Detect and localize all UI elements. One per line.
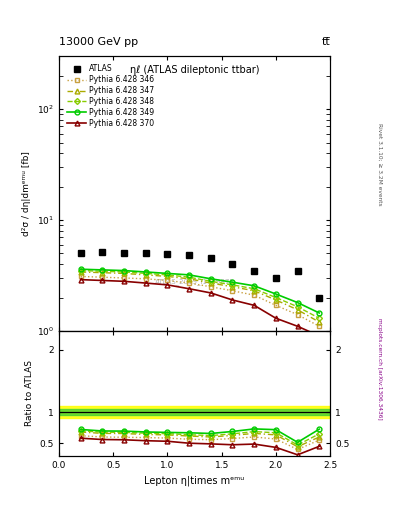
Pythia 6.428 348 — [78, 267, 83, 273]
Bar — [59, 406, 330, 418]
Pythia 6.428 347 — [100, 270, 105, 276]
Pythia 6.428 347 — [165, 273, 170, 280]
ATLAS — [187, 252, 191, 259]
Pythia 6.428 348 — [187, 274, 191, 280]
Pythia 6.428 347 — [78, 269, 83, 275]
Pythia 6.428 370 — [143, 280, 148, 286]
Pythia 6.428 349 — [252, 283, 257, 289]
ATLAS — [122, 250, 127, 256]
Pythia 6.428 347 — [252, 288, 257, 294]
Pythia 6.428 346 — [252, 292, 257, 298]
ATLAS — [274, 275, 278, 281]
Pythia 6.428 349 — [165, 270, 170, 276]
Pythia 6.428 349 — [274, 291, 278, 297]
Text: mcplots.cern.ch [arXiv:1306.3436]: mcplots.cern.ch [arXiv:1306.3436] — [377, 318, 382, 419]
Pythia 6.428 346 — [230, 288, 235, 294]
Pythia 6.428 349 — [143, 269, 148, 275]
Pythia 6.428 347 — [208, 280, 213, 286]
ATLAS — [295, 267, 300, 273]
ATLAS — [230, 261, 235, 267]
Pythia 6.428 346 — [100, 274, 105, 280]
Line: Pythia 6.428 346: Pythia 6.428 346 — [78, 274, 322, 329]
Pythia 6.428 346 — [208, 284, 213, 290]
Pythia 6.428 348 — [165, 272, 170, 278]
Pythia 6.428 348 — [252, 286, 257, 292]
Pythia 6.428 347 — [317, 319, 321, 325]
Pythia 6.428 349 — [230, 279, 235, 285]
Pythia 6.428 347 — [230, 284, 235, 290]
Pythia 6.428 347 — [187, 276, 191, 282]
Text: Rivet 3.1.10; ≥ 3.2M events: Rivet 3.1.10; ≥ 3.2M events — [377, 122, 382, 205]
Line: Pythia 6.428 348: Pythia 6.428 348 — [79, 268, 321, 321]
Pythia 6.428 346 — [317, 323, 321, 329]
Pythia 6.428 346 — [143, 276, 148, 282]
Pythia 6.428 370 — [208, 290, 213, 296]
Pythia 6.428 370 — [187, 286, 191, 292]
Pythia 6.428 370 — [252, 302, 257, 308]
Pythia 6.428 348 — [274, 294, 278, 301]
Pythia 6.428 346 — [274, 302, 278, 308]
Pythia 6.428 370 — [165, 282, 170, 288]
Pythia 6.428 346 — [78, 273, 83, 280]
ATLAS — [78, 250, 83, 257]
Text: 13000 GeV pp: 13000 GeV pp — [59, 37, 138, 47]
Pythia 6.428 349 — [295, 300, 300, 306]
Pythia 6.428 348 — [100, 268, 105, 274]
Line: Pythia 6.428 349: Pythia 6.428 349 — [78, 267, 322, 315]
Pythia 6.428 347 — [295, 307, 300, 313]
Line: Pythia 6.428 347: Pythia 6.428 347 — [78, 269, 322, 325]
Pythia 6.428 349 — [187, 272, 191, 278]
Legend: ATLAS, Pythia 6.428 346, Pythia 6.428 347, Pythia 6.428 348, Pythia 6.428 349, P: ATLAS, Pythia 6.428 346, Pythia 6.428 34… — [66, 63, 156, 130]
Pythia 6.428 348 — [295, 304, 300, 310]
Pythia 6.428 370 — [122, 278, 127, 284]
Pythia 6.428 370 — [230, 297, 235, 303]
Pythia 6.428 349 — [208, 276, 213, 282]
ATLAS — [165, 251, 170, 258]
Text: tt̅: tt̅ — [321, 37, 330, 47]
Pythia 6.428 349 — [78, 266, 83, 272]
Pythia 6.428 346 — [187, 280, 191, 286]
Pythia 6.428 348 — [317, 315, 321, 322]
Text: ηℓ (ATLAS dileptonic ttbar): ηℓ (ATLAS dileptonic ttbar) — [130, 65, 259, 75]
Pythia 6.428 370 — [78, 276, 83, 283]
Pythia 6.428 370 — [100, 278, 105, 284]
Bar — [59, 409, 330, 415]
ATLAS — [317, 294, 321, 301]
X-axis label: Lepton η|times mᵉᵐᵘ: Lepton η|times mᵉᵐᵘ — [144, 475, 245, 485]
Line: Pythia 6.428 370: Pythia 6.428 370 — [78, 277, 322, 338]
Pythia 6.428 349 — [317, 310, 321, 316]
Pythia 6.428 347 — [143, 272, 148, 278]
Text: ATLAS_2019_I1759875: ATLAS_2019_I1759875 — [155, 278, 234, 285]
Pythia 6.428 347 — [122, 270, 127, 276]
Line: ATLAS: ATLAS — [77, 249, 322, 301]
Pythia 6.428 346 — [122, 275, 127, 281]
Pythia 6.428 348 — [208, 278, 213, 284]
Pythia 6.428 370 — [274, 315, 278, 322]
Pythia 6.428 370 — [317, 333, 321, 339]
ATLAS — [143, 250, 148, 257]
Pythia 6.428 349 — [100, 267, 105, 273]
Pythia 6.428 370 — [295, 323, 300, 329]
ATLAS — [208, 255, 213, 262]
Pythia 6.428 349 — [122, 267, 127, 273]
Pythia 6.428 348 — [143, 270, 148, 276]
Pythia 6.428 348 — [122, 269, 127, 275]
Pythia 6.428 346 — [295, 312, 300, 318]
ATLAS — [252, 267, 257, 273]
Y-axis label: Ratio to ATLAS: Ratio to ATLAS — [25, 360, 34, 426]
Pythia 6.428 347 — [274, 297, 278, 303]
ATLAS — [100, 249, 105, 255]
Pythia 6.428 346 — [165, 278, 170, 284]
Y-axis label: d²σ / dη|dmᵉᵐᵘ [fb]: d²σ / dη|dmᵉᵐᵘ [fb] — [22, 151, 31, 236]
Pythia 6.428 348 — [230, 282, 235, 288]
